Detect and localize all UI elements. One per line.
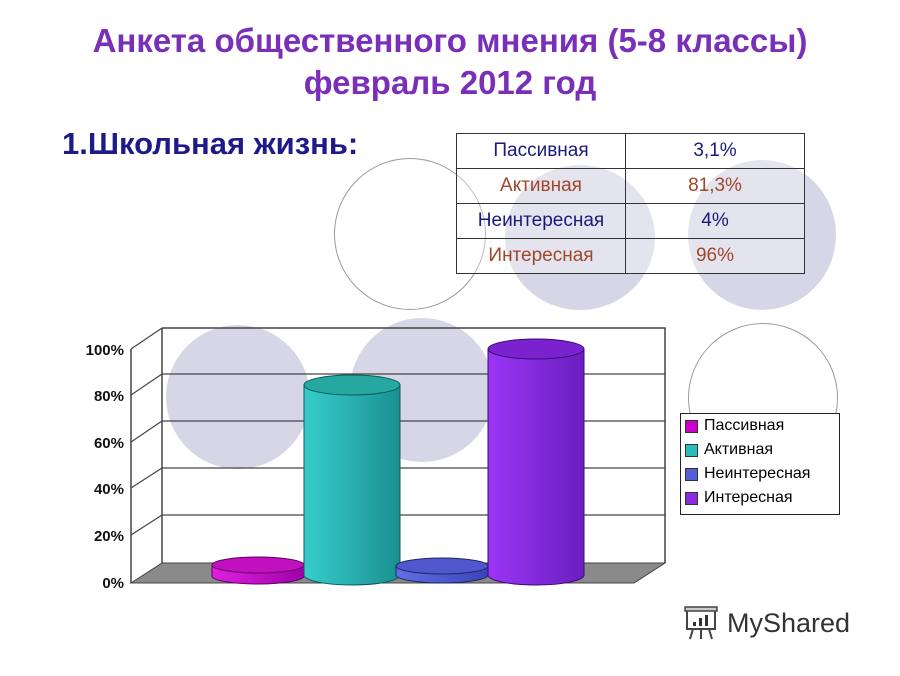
legend-swatch xyxy=(685,467,698,481)
legend-label: Неинтересная xyxy=(704,465,811,482)
table-cell-label: Неинтересная xyxy=(456,203,626,239)
table-cell-value: 96% xyxy=(625,238,805,274)
table-row: Пассивная 3,1% xyxy=(456,133,805,169)
legend-label: Активная xyxy=(704,441,774,458)
legend-label: Интересная xyxy=(704,489,793,506)
page-subtitle-date: февраль 2012 год xyxy=(303,64,597,101)
decorative-circle xyxy=(166,325,310,469)
table-row: Неинтересная 4% xyxy=(456,203,805,239)
section-heading: 1.Школьная жизнь: xyxy=(62,126,359,161)
table-row: Интересная 96% xyxy=(456,238,805,274)
page-title: Анкета общественного мнения (5-8 классы) xyxy=(92,22,808,59)
y-axis-labels: 100% 80% 60% 40% 20% 0% xyxy=(86,342,124,592)
legend-item: Неинтересная xyxy=(681,462,839,486)
y-tick-label: 60% xyxy=(94,435,124,452)
legend-swatch xyxy=(685,443,698,457)
chart-legend: Пассивная Активная Неинтересная Интересн… xyxy=(680,413,840,515)
bar-active xyxy=(303,374,401,586)
y-tick-label: 40% xyxy=(94,481,124,498)
legend-item: Активная xyxy=(681,438,839,462)
legend-swatch xyxy=(685,491,698,505)
bar-uninteresting xyxy=(395,557,489,584)
bar-interesting xyxy=(487,338,585,586)
watermark-text: MyShared xyxy=(727,607,851,638)
legend-label: Пассивная xyxy=(704,417,785,434)
legend-swatch xyxy=(685,419,698,433)
legend-item: Интересная xyxy=(681,486,839,510)
presentation-board-icon xyxy=(684,606,718,640)
y-tick-label: 80% xyxy=(94,388,124,405)
watermark-logo: MyShared xyxy=(683,605,850,641)
y-tick-label: 20% xyxy=(94,528,124,545)
legend-item: Пассивная xyxy=(681,414,839,438)
table-cell-label: Интересная xyxy=(456,238,626,274)
table-cell-value: 4% xyxy=(625,203,805,239)
y-tick-label: 100% xyxy=(86,342,124,359)
table-cell-value: 3,1% xyxy=(625,133,805,169)
results-table: Пассивная 3,1% Активная 81,3% Неинтересн… xyxy=(456,133,805,274)
y-tick-label: 0% xyxy=(102,575,124,592)
bar-passive xyxy=(211,556,305,585)
table-row: Активная 81,3% xyxy=(456,168,805,204)
